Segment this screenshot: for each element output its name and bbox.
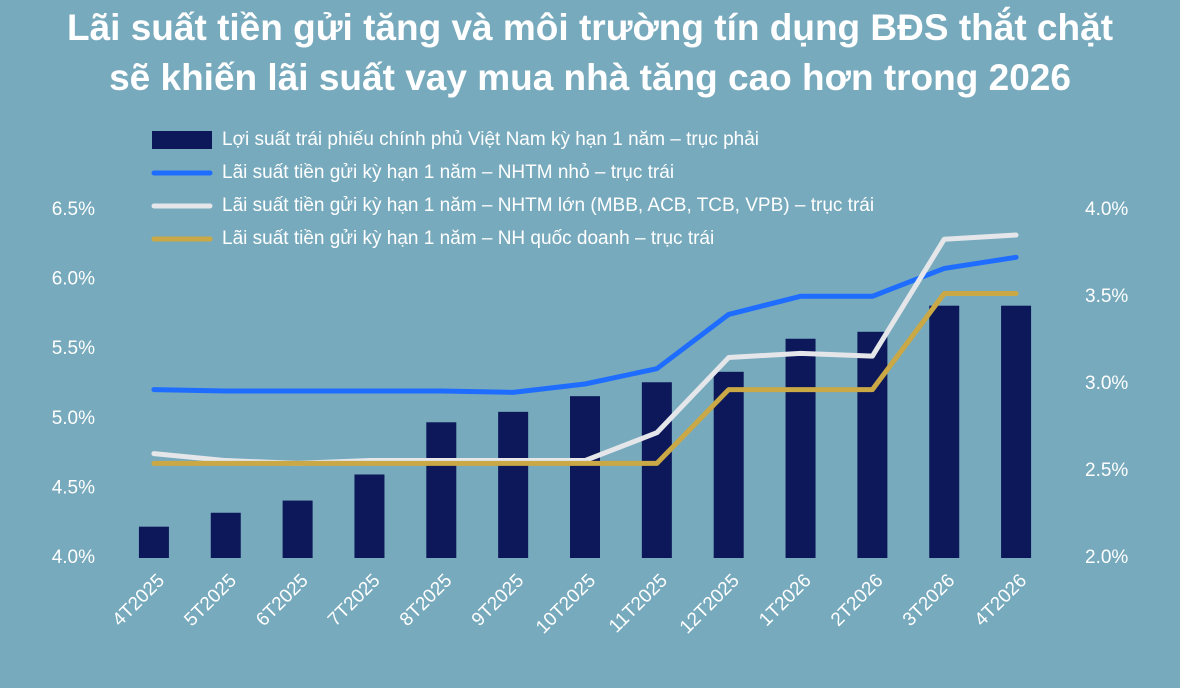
bar xyxy=(282,500,313,558)
y-tick-label: 6.5% xyxy=(52,199,95,220)
x-tick-label: 10T2025 xyxy=(532,570,600,638)
bar xyxy=(498,411,529,558)
y-tick-label: 5.0% xyxy=(52,408,95,429)
y2-tick-label: 3.0% xyxy=(1085,373,1128,394)
x-tick-label: 4T2025 xyxy=(109,570,169,630)
legend-swatch xyxy=(152,131,212,149)
x-tick-label: 3T2026 xyxy=(899,570,959,630)
legend-label: Lãi suất tiền gửi kỳ hạn 1 năm – NH quốc… xyxy=(222,228,714,249)
y-tick-label: 4.0% xyxy=(52,547,95,568)
y2-tick-label: 3.5% xyxy=(1085,286,1128,307)
bar xyxy=(857,331,888,558)
y-tick-label: 4.5% xyxy=(52,477,95,498)
x-tick-label: 4T2026 xyxy=(971,570,1031,630)
bar xyxy=(570,396,600,558)
x-tick-label: 5T2025 xyxy=(180,570,240,630)
x-tick-label: 8T2025 xyxy=(396,570,456,630)
bar xyxy=(138,526,169,558)
line xyxy=(151,254,1019,395)
bar xyxy=(354,474,385,558)
y2-tick-label: 2.5% xyxy=(1085,460,1128,481)
x-tick-label: 12T2025 xyxy=(676,570,744,638)
y2-tick-label: 2.0% xyxy=(1085,547,1128,568)
bar xyxy=(1001,305,1032,558)
bar xyxy=(785,338,816,558)
legend-label: Lãi suất tiền gửi kỳ hạn 1 năm – NHTM nh… xyxy=(222,162,674,183)
x-tick-label: 6T2025 xyxy=(252,570,312,630)
legend-label: Lợi suất trái phiếu chính phủ Việt Nam k… xyxy=(222,129,759,150)
bar xyxy=(426,422,457,558)
x-tick-label: 9T2025 xyxy=(468,570,528,630)
x-tick-label: 7T2025 xyxy=(324,570,384,630)
bar xyxy=(929,305,960,558)
bar xyxy=(210,512,241,558)
x-tick-label: 1T2026 xyxy=(755,570,815,630)
line xyxy=(151,291,1019,466)
y-tick-label: 6.0% xyxy=(52,269,95,290)
chart-title: sẽ khiến lãi suất vay mua nhà tăng cao h… xyxy=(109,57,1071,98)
bar xyxy=(641,382,672,558)
x-tick-label: 2T2026 xyxy=(827,570,887,630)
chart-title: Lãi suất tiền gửi tăng và môi trường tín… xyxy=(67,6,1113,48)
x-tick-label: 11T2025 xyxy=(605,570,672,637)
legend-label: Lãi suất tiền gửi kỳ hạn 1 năm – NHTM lớ… xyxy=(222,195,874,216)
y2-tick-label: 4.0% xyxy=(1085,199,1128,220)
y-tick-label: 5.5% xyxy=(52,338,95,359)
